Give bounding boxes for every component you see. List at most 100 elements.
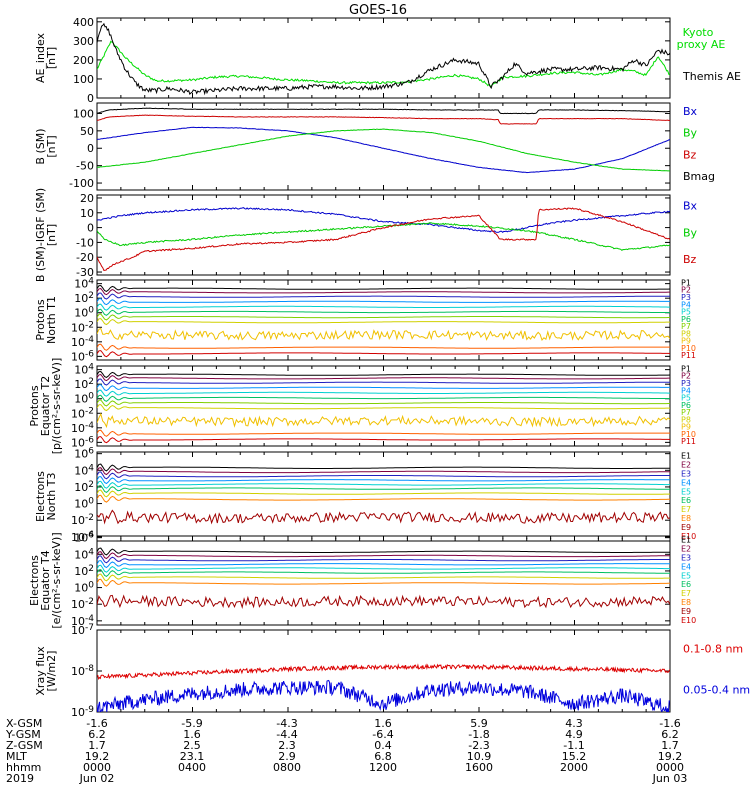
legend-entry: P6 [681, 315, 691, 324]
legend-entry: Bz [683, 148, 697, 161]
legend-entry: P6 [681, 401, 691, 410]
series-line-e1 [97, 463, 670, 472]
y-tick-label: -20 [76, 251, 94, 264]
y-tick-label: 106 [74, 531, 94, 545]
y-tick-label: 102 [74, 564, 94, 578]
y-tick-label: -100 [69, 177, 94, 190]
panel-bigrf: -30 -20 -100 10 20 B (SM)-IGRF (SM)[nT] Bx By Bz [34, 188, 698, 282]
axis-row-value: 5.9 [470, 717, 488, 730]
series-line-p10 [97, 429, 670, 437]
y-tick-label: 10-2 [71, 513, 94, 527]
legend-entry: E10 [681, 532, 696, 541]
y-tick-label: 100 [74, 392, 94, 406]
legend-entry: P4 [681, 300, 691, 309]
axis-row-value: Jun 02 [79, 772, 115, 785]
series-line-p4 [97, 298, 670, 306]
plot-title: GOES-16 [349, 3, 407, 18]
legend-entry: Themis AE [682, 70, 741, 83]
y-axis-label: [nT] [45, 47, 58, 69]
axis-row-value: 1.6 [374, 717, 392, 730]
series-line-bx [97, 126, 670, 174]
axis-row-value: -1.8 [468, 728, 489, 741]
axis-row-value: -1.6 [659, 717, 680, 730]
y-tick-label: 10-8 [71, 664, 94, 678]
legend-entry: E7 [681, 589, 691, 598]
series-line-p10 [97, 343, 670, 351]
axis-row-value: 0000 [656, 761, 684, 774]
y-axis-label: North T3 [45, 473, 58, 521]
y-tick-label: 10-6 [71, 435, 94, 449]
legend-entry: E3 [681, 553, 691, 562]
legend-entry: 0.1-0.8 nm [683, 643, 743, 656]
y-tick-label: 100 [74, 306, 94, 320]
panel-frame [96, 535, 671, 626]
legend-entry: E4 [681, 478, 691, 487]
series-line-e4 [97, 560, 670, 569]
legend-entry: E8 [681, 598, 691, 607]
axis-row-value: 15.2 [562, 750, 587, 763]
axis-row-value: -6.4 [372, 728, 393, 741]
series-line-bx [97, 207, 670, 233]
axis-row-value: 2.3 [278, 739, 296, 752]
legend-entry: P3 [681, 379, 691, 388]
y-tick-label: 10-4 [71, 335, 94, 349]
y-axis-label: [W/m2] [45, 651, 58, 692]
series-line-e10 [98, 540, 102, 541]
y-tick-label: 10-6 [71, 349, 94, 363]
axis-row-value: 1200 [369, 761, 397, 774]
legend-entry: E5 [681, 487, 691, 496]
legend-entry: P8 [681, 415, 691, 424]
y-tick-label: 102 [74, 291, 94, 305]
plot-area [97, 107, 670, 174]
axis-row-value: -2.3 [468, 739, 489, 752]
legend-entry: P9 [681, 423, 691, 432]
y-axis-label: AE_index [34, 32, 47, 83]
axis-row-value: 4.3 [565, 717, 583, 730]
legend-entry: Bx [683, 200, 698, 213]
legend-entry: P4 [681, 386, 691, 395]
legend-entry: E8 [681, 514, 691, 523]
axis-row-value: 1600 [465, 761, 493, 774]
legend-entry: E1 [681, 452, 691, 461]
legend-entry: P1 [681, 278, 691, 287]
legend-entry: E2 [681, 545, 691, 554]
plot-area [97, 370, 670, 444]
series-line-p11 [97, 436, 670, 444]
series-line-e8 [97, 578, 670, 587]
y-tick-label: 106 [74, 447, 94, 461]
legend-entry: Bz [683, 253, 697, 266]
y-tick-label: 0 [87, 222, 94, 235]
series-line-p9 [97, 412, 670, 429]
series-line-e2 [97, 551, 670, 560]
axis-row-value: -4.3 [276, 717, 297, 730]
series-line-e3 [97, 471, 670, 480]
y-axis-label: B (SM) [34, 128, 47, 164]
series-line-by [97, 222, 670, 252]
series-line-p7 [97, 313, 670, 321]
series-line-p2 [97, 288, 670, 296]
legend-entry: By [683, 226, 698, 239]
series-line-p5 [97, 303, 670, 311]
y-axis-label: [nT] [45, 135, 58, 157]
axis-row-value: Jun 03 [652, 772, 688, 785]
y-tick-label: 10 [80, 207, 94, 220]
series-line-themis-ae [97, 22, 670, 96]
axis-row-value: 0800 [273, 761, 301, 774]
legend-entry: E1 [681, 536, 691, 545]
axis-row-value: 2.9 [278, 750, 296, 763]
series-line-e5 [97, 564, 670, 573]
y-axis-label: B (SM)-IGRF (SM) [34, 188, 47, 282]
y-axis-label: Protons [28, 385, 41, 426]
y-tick-label: 300 [73, 35, 94, 48]
legend-entry: E3 [681, 469, 691, 478]
legend-entry: Kyoto [683, 26, 714, 39]
y-tick-label: 104 [74, 277, 94, 291]
legend-entry: E4 [681, 562, 691, 571]
axis-table: X-GSM -1.6 -5.9 -4.3 1.6 5.9 4.3 -1.6Y-GSM 6.2 1.… [5, 717, 687, 785]
legend-entry: P11 [681, 351, 696, 360]
axis-row-value: -1.1 [563, 739, 584, 752]
